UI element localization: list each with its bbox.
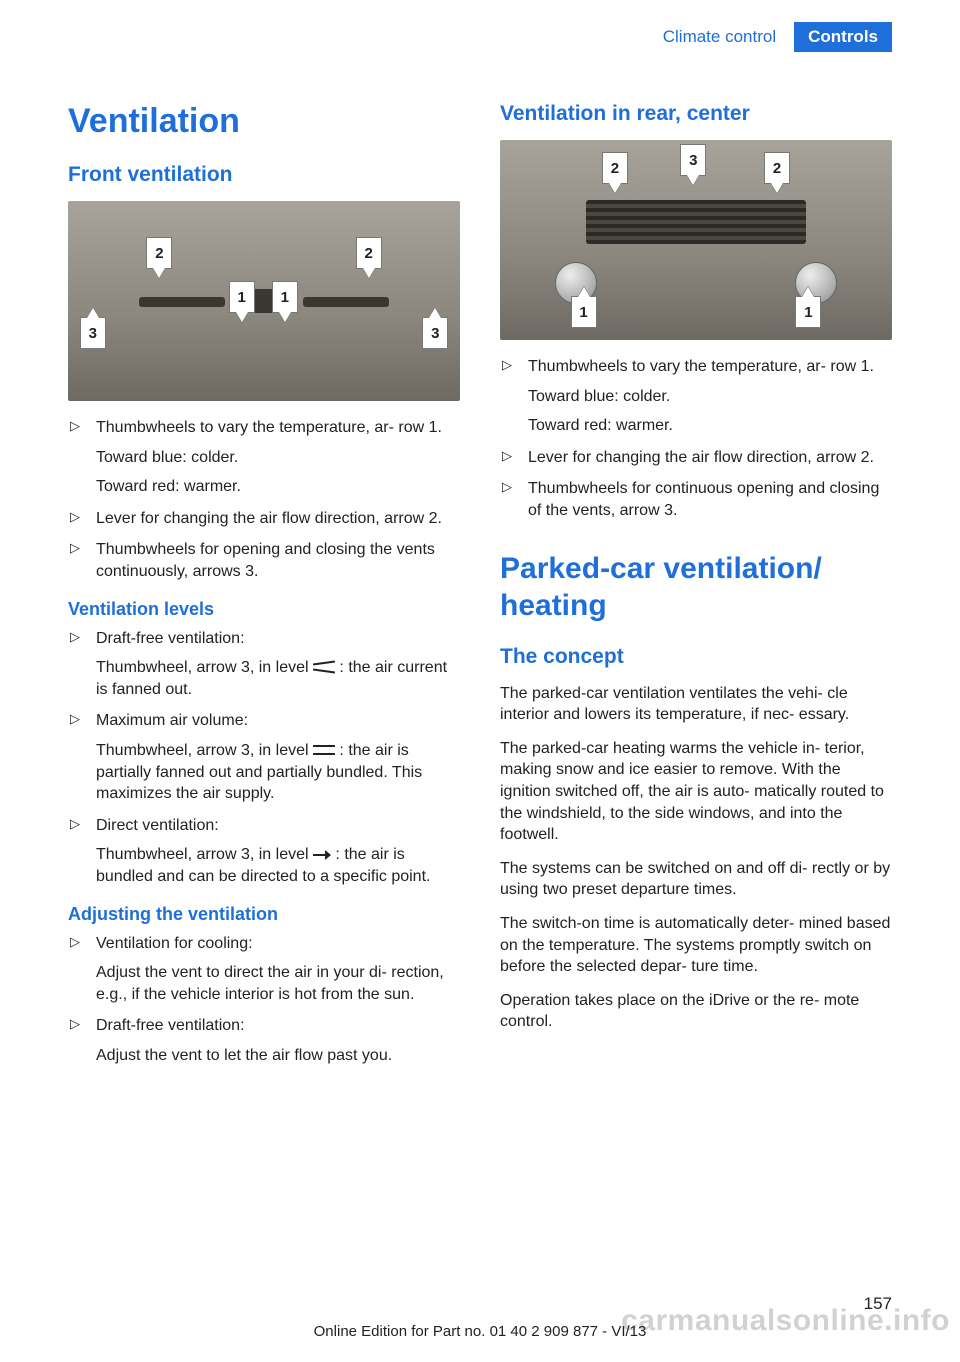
text: heating — [500, 589, 607, 622]
text: Maximum air volume: — [96, 712, 248, 729]
section-title-ventilation: Ventilation — [68, 102, 460, 141]
callout-2: 2 — [356, 237, 382, 269]
paragraph: The switch-on time is automatically dete… — [500, 913, 892, 978]
callout-3: 3 — [80, 317, 106, 349]
text: Thumbwheel, arrow 3, in level — [96, 846, 313, 863]
text: Toward blue: colder. — [528, 386, 892, 408]
paragraph: The systems can be switched on and off d… — [500, 858, 892, 901]
text: Toward red: warmer. — [96, 476, 460, 498]
text: Thumbwheels to vary the temperature, ar‐ — [528, 358, 826, 375]
callout-2: 2 — [146, 237, 172, 269]
list-item: Thumbwheels for opening and closing the … — [68, 539, 460, 582]
text: point. — [391, 868, 430, 885]
text: Thumbwheel, arrow 3, in level — [96, 659, 313, 676]
text: : the air — [335, 742, 393, 759]
list-item: Draft-free ventilation: Adjust the vent … — [68, 1015, 460, 1066]
list-item: Ventilation for cooling: Adjust the vent… — [68, 933, 460, 1006]
text: row 1. — [398, 419, 442, 436]
text: from the sun. — [321, 986, 414, 1003]
adjusting-ventilation-list: Ventilation for cooling: Adjust the vent… — [68, 933, 460, 1067]
text: Thumbwheels for opening and closing the — [96, 541, 392, 558]
text: Operation takes place on the iDrive or t… — [500, 992, 819, 1009]
paragraph: The parked-car heating warms the vehicle… — [500, 738, 892, 846]
rear-ventilation-list: Thumbwheels to vary the temperature, ar‐… — [500, 356, 892, 522]
paragraph: The parked-car ventilation ventilates th… — [500, 683, 892, 726]
text: Adjust the vent to direct the air in you… — [96, 964, 387, 981]
callout-3: 3 — [680, 144, 706, 176]
text: Adjust the vent to direct the air in you… — [96, 962, 460, 1005]
text: The switch-on time is automatically dete… — [500, 915, 794, 932]
text: arrow 2. — [816, 449, 874, 466]
heading-the-concept: The concept — [500, 645, 892, 669]
list-item: Direct ventilation: Thumbwheel, arrow 3,… — [68, 815, 460, 888]
text: Parked-car ventilation/ — [500, 552, 822, 585]
callout-1: 1 — [571, 296, 597, 328]
paragraph: Operation takes place on the iDrive or t… — [500, 990, 892, 1033]
fan-parallel-icon — [313, 743, 335, 757]
breadcrumb-section: Climate control — [663, 27, 776, 47]
callout-3: 3 — [422, 317, 448, 349]
heading-front-ventilation: Front ventilation — [68, 163, 460, 187]
right-column: Ventilation in rear, center 2 2 3 1 1 Th… — [500, 102, 892, 1076]
text: row 1. — [830, 358, 874, 375]
text: Thumbwheel, arrow 3, in level : the air … — [96, 740, 460, 805]
section-title-parked-car: Parked-car ventilation/ heating — [500, 550, 892, 625]
list-item: Draft-free ventilation: Thumbwheel, arro… — [68, 628, 460, 701]
list-item: Thumbwheels to vary the temperature, ar‐… — [500, 356, 892, 437]
text: essary. — [799, 706, 849, 723]
fan-spread-icon — [313, 660, 335, 674]
list-item: Thumbwheels for continuous opening and c… — [500, 478, 892, 521]
text: Thumbwheel, arrow 3, in level — [96, 742, 313, 759]
text: The parked-car heating warms the vehicle… — [500, 740, 820, 757]
list-item: Thumbwheels to vary the temperature, ar‐… — [68, 417, 460, 498]
figure-rear-ventilation: 2 2 3 1 1 — [500, 140, 892, 340]
text: Draft-free ventilation: — [96, 1017, 245, 1034]
text: Draft-free ventilation: — [96, 630, 245, 647]
text: : the air — [331, 846, 389, 863]
text: Lever for changing the air flow directio… — [528, 449, 812, 466]
text: Thumbwheel, arrow 3, in level : the air … — [96, 657, 460, 700]
heading-ventilation-levels: Ventilation levels — [68, 599, 460, 620]
callout-2: 2 — [602, 152, 628, 184]
text: Ventilation for cooling: — [96, 935, 253, 952]
heading-rear-ventilation: Ventilation in rear, center — [500, 102, 892, 126]
text: Toward red: warmer. — [528, 415, 892, 437]
text: The parked-car ventilation ventilates th… — [500, 685, 823, 702]
heading-adjusting-ventilation: Adjusting the ventilation — [68, 904, 460, 925]
text: Thumbwheels to vary the temperature, ar‐ — [96, 419, 394, 436]
text: Thumbwheels for continuous opening and — [528, 480, 825, 497]
text: Direct ventilation: — [96, 817, 219, 834]
page-content: Ventilation Front ventilation 2 2 1 1 3 … — [0, 62, 960, 1076]
text: : the air — [335, 659, 393, 676]
callout-2: 2 — [764, 152, 790, 184]
text: Toward blue: colder. — [96, 447, 460, 469]
ventilation-levels-list: Draft-free ventilation: Thumbwheel, arro… — [68, 628, 460, 888]
breadcrumb-chapter: Controls — [794, 22, 892, 52]
arrow-right-icon — [313, 850, 331, 860]
callout-1: 1 — [272, 281, 298, 313]
page-header: Climate control Controls — [0, 0, 960, 62]
left-column: Ventilation Front ventilation 2 2 1 1 3 … — [68, 102, 460, 1076]
list-item: Lever for changing the air flow directio… — [500, 447, 892, 469]
text: ture time. — [691, 958, 758, 975]
text: Thumbwheel, arrow 3, in level : the air … — [96, 844, 460, 887]
footer-line: Online Edition for Part no. 01 40 2 909 … — [0, 1323, 960, 1340]
front-ventilation-list: Thumbwheels to vary the temperature, ar‐… — [68, 417, 460, 583]
text: Adjust the vent to let the air flow past… — [96, 1045, 460, 1067]
text: Lever for changing the air flow directio… — [96, 510, 380, 527]
list-item: Maximum air volume: Thumbwheel, arrow 3,… — [68, 710, 460, 804]
text: arrow 2. — [384, 510, 442, 527]
text: The systems can be switched on and off d… — [500, 860, 807, 877]
list-item: Lever for changing the air flow directio… — [68, 508, 460, 530]
callout-1: 1 — [229, 281, 255, 313]
figure-front-ventilation: 2 2 1 1 3 3 — [68, 201, 460, 401]
callout-1: 1 — [795, 296, 821, 328]
